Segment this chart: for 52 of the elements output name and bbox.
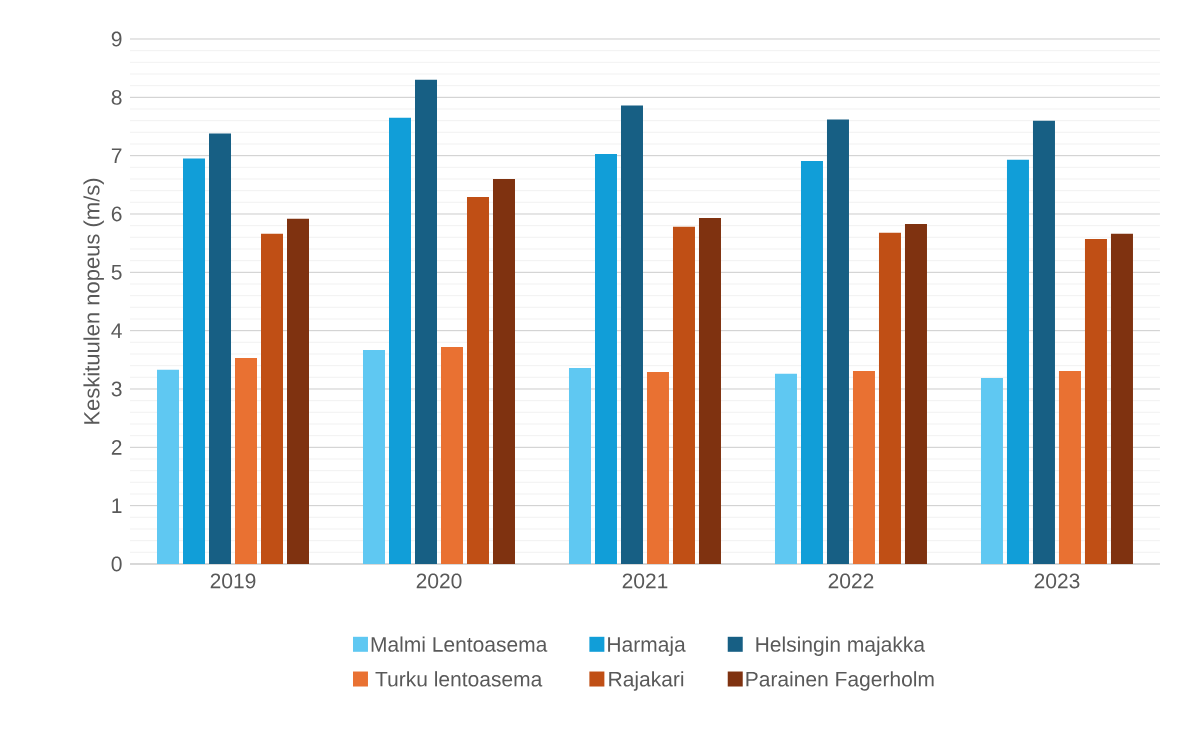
bar: [261, 233, 283, 564]
bar: [620, 105, 643, 564]
bar: [1032, 120, 1055, 564]
bar: [157, 369, 179, 564]
bar: [852, 370, 875, 564]
legend-label: Helsingin majakka: [756, 636, 926, 657]
bar: [1084, 239, 1107, 564]
bar: [878, 232, 901, 564]
bar: [209, 133, 231, 564]
bar: [774, 373, 797, 564]
y-tick-label: 8: [111, 89, 122, 105]
bar: [568, 367, 591, 564]
bar: [980, 377, 1003, 564]
bar: [492, 178, 515, 564]
bar: [800, 160, 823, 564]
y-tick-label: 1: [112, 498, 122, 513]
y-tick-label: 2: [111, 439, 122, 455]
bar: [1058, 370, 1081, 564]
bar: [698, 218, 721, 564]
x-tick-label: 2023: [1034, 573, 1080, 589]
legend-label: Malmi Lentoasema: [371, 636, 548, 652]
bar: [415, 79, 437, 564]
y-tick-label: 6: [111, 206, 122, 222]
y-tick-label: 5: [111, 265, 122, 280]
legend-label: Harmaja: [608, 636, 686, 657]
y-axis-title: Keskituulen nopeus (m/s): [83, 178, 104, 424]
bar: [904, 223, 927, 564]
y-tick-label: 0: [111, 556, 122, 572]
bar: [594, 153, 617, 564]
bar: [1110, 233, 1133, 564]
legend-label: Rajakari: [609, 671, 684, 691]
bar: [826, 119, 849, 564]
bar: [287, 218, 309, 564]
x-tick-label: 2019: [210, 573, 256, 589]
bar: [1006, 159, 1029, 564]
bar: [235, 358, 257, 564]
y-tick-label: 4: [111, 323, 122, 338]
bar: [646, 372, 669, 564]
x-tick-label: 2021: [622, 573, 668, 589]
bar: [441, 346, 463, 564]
y-tick-label: 7: [111, 148, 122, 163]
legend-label: Parainen Fagerholm: [746, 671, 934, 691]
bar: [363, 349, 385, 564]
bar: [389, 117, 411, 564]
y-tick-label: 3: [111, 381, 122, 397]
x-tick-label: 2022: [828, 573, 874, 589]
y-tick-label: 9: [111, 31, 122, 47]
x-tick-label: 2020: [416, 573, 462, 589]
bar: [672, 226, 695, 564]
bar: [183, 158, 206, 564]
legend-label: Turku lentoasema: [375, 671, 543, 687]
bar: [466, 197, 489, 564]
